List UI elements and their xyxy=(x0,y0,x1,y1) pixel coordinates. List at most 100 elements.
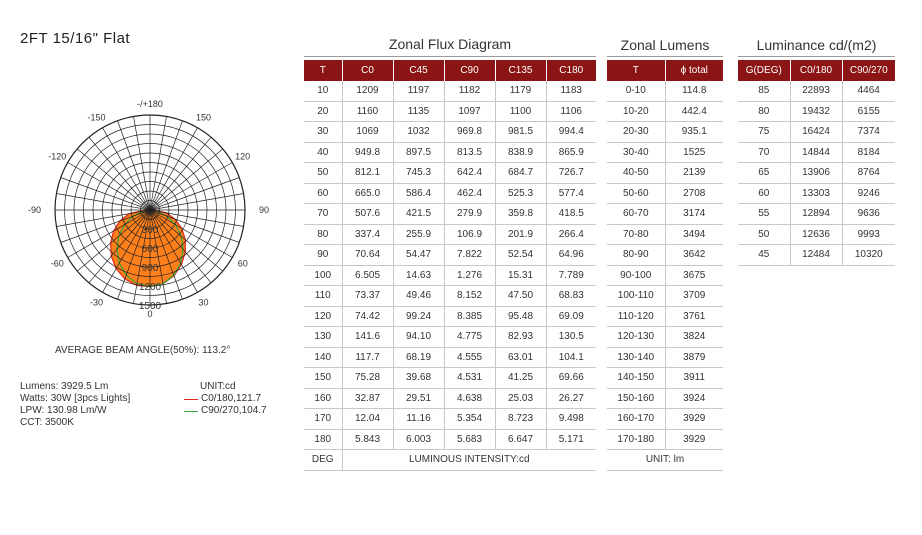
zonal-flux-row: 120 74.42 99.24 8.385 95.48 69.09 xyxy=(304,306,596,327)
zonal-lumens-cell: 2139 xyxy=(664,162,723,184)
luminance-cell: 60 xyxy=(738,183,790,204)
zonal-lumens-cell: 110-120 xyxy=(607,306,665,327)
polar-spoke xyxy=(133,209,151,304)
zonal-flux-table: T C0 C45 C90 C135 C180 10 1209 1197 1182 1179 1183… xyxy=(304,60,596,471)
zonal-flux-cell: 15.31 xyxy=(494,265,546,286)
zonal-flux-header-cell: C45 xyxy=(392,60,444,81)
zonal-flux-row: 130 141.6 94.10 4.775 82.93 130.5 xyxy=(304,326,596,348)
luminance-row: 60 13303 9246 xyxy=(738,183,895,204)
zonal-flux-cell: 1209 xyxy=(341,80,393,102)
zonal-flux-cell: 7.822 xyxy=(443,244,495,266)
luminance-cell: 9993 xyxy=(841,224,895,245)
polar-spoke xyxy=(149,148,224,211)
zonal-flux-cell: 665.0 xyxy=(341,183,393,204)
zonal-flux-row: 20 1160 1135 1097 1100 1106 xyxy=(304,101,596,122)
zonal-lumens-row: 10-20 442.4 xyxy=(607,101,723,122)
legend-swatch-c90 xyxy=(184,410,198,412)
luminance-cell: 9246 xyxy=(841,183,895,204)
angle-label: -90 xyxy=(28,205,41,215)
polar-spoke xyxy=(117,209,151,300)
zonal-flux-row: 90 70.64 54.47 7.822 52.54 64.96 xyxy=(304,244,596,266)
zonal-flux-header-cell: C90 xyxy=(443,60,495,81)
zonal-lumens-cell: 2708 xyxy=(664,183,723,204)
zonal-lumens-cell: 90-100 xyxy=(607,265,665,286)
zonal-flux-cell: 54.47 xyxy=(392,244,444,266)
zonal-lumens-row: 120-130 3824 xyxy=(607,326,723,348)
legend-unit: UNIT:cd xyxy=(200,381,236,392)
zonal-flux-cell: 418.5 xyxy=(545,203,596,225)
polar-spoke xyxy=(149,209,212,284)
polar-spoke xyxy=(76,148,151,211)
zonal-lumens-row: 110-120 3761 xyxy=(607,306,723,327)
zonal-flux-cell: 1182 xyxy=(443,80,495,102)
luminance-cell: 45 xyxy=(738,244,790,266)
luminance-cell: 13906 xyxy=(789,162,842,184)
luminance-cell: 12484 xyxy=(789,244,842,266)
zonal-flux-row: 70 507.6 421.5 279.9 359.8 418.5 xyxy=(304,203,596,225)
ring-label: 1200 xyxy=(139,282,162,293)
zonal-flux-row: 100 6.505 14.63 1.276 15.31 7.789 xyxy=(304,265,596,286)
zonal-flux-row: 10 1209 1197 1182 1179 1183 xyxy=(304,80,596,102)
zonal-lumens-header-cell: ϕ total xyxy=(664,60,723,81)
zonal-lumens-row: 50-60 2708 xyxy=(607,183,723,204)
polar-spoke xyxy=(117,120,151,211)
luminance-header-cell: C90/270 xyxy=(841,60,895,81)
zonal-flux-cell: 4.775 xyxy=(443,326,495,348)
zonal-flux-cell: 130.5 xyxy=(545,326,596,348)
polar-spoke xyxy=(149,209,233,258)
polar-spoke xyxy=(149,209,240,243)
zonal-flux-cell: 90 xyxy=(304,244,342,266)
luminance-cell: 8184 xyxy=(841,142,895,163)
zonal-flux-cell: 49.46 xyxy=(392,285,444,307)
zonal-lumens-cell: 3824 xyxy=(664,326,723,348)
zonal-flux-cell: 73.37 xyxy=(341,285,393,307)
zonal-flux-cell: 1179 xyxy=(494,80,546,102)
zonal-flux-cell: 160 xyxy=(304,388,342,409)
zonal-flux-cell: 1069 xyxy=(341,121,393,143)
luminance-title: Luminance cd/(m2) xyxy=(756,37,877,53)
angle-label: 0 xyxy=(147,309,152,319)
zonal-flux-cell: 69.09 xyxy=(545,306,596,327)
zonal-flux-cell: 64.96 xyxy=(545,244,596,266)
zonal-lumens-cell: 50-60 xyxy=(607,183,665,204)
zonal-flux-cell: 94.10 xyxy=(392,326,444,348)
zonal-flux-cell: 6.003 xyxy=(392,429,444,450)
luminance-cell: 55 xyxy=(738,203,790,225)
zonal-flux-row: 50 812.1 745.3 642.4 684.7 726.7 xyxy=(304,162,596,184)
zonal-lumens-cell: 10-20 xyxy=(607,101,665,122)
luminance-cell: 65 xyxy=(738,162,790,184)
polar-spoke xyxy=(133,116,151,211)
zonal-lumens-cell: 0-10 xyxy=(607,80,665,102)
zonal-flux-cell: 110 xyxy=(304,285,342,307)
zonal-lumens-cell: 114.8 xyxy=(664,80,723,102)
zonal-lumens-cell: 3709 xyxy=(664,285,723,307)
zonal-flux-cell: 7.789 xyxy=(545,265,596,286)
zonal-flux-cell: 30 xyxy=(304,121,342,143)
zonal-flux-cell: 684.7 xyxy=(494,162,546,184)
zonal-flux-cell: 8.723 xyxy=(494,408,546,430)
zonal-flux-cell: 201.9 xyxy=(494,224,546,245)
zonal-lumens-cell: 3494 xyxy=(664,224,723,245)
zonal-lumens-cell: 442.4 xyxy=(664,101,723,122)
zonal-flux-cell: 63.01 xyxy=(494,347,546,368)
luminance-cell: 8764 xyxy=(841,162,895,184)
angle-label: -60 xyxy=(51,259,64,269)
zonal-flux-row: 30 1069 1032 969.8 981.5 994.4 xyxy=(304,121,596,143)
zonal-flux-cell: 180 xyxy=(304,429,342,450)
spec-lpw: LPW: 130.98 Lm/W xyxy=(20,405,107,416)
zonal-flux-cell: 586.4 xyxy=(392,183,444,204)
polar-spoke xyxy=(149,193,244,211)
zonal-lumens-cell: 40-50 xyxy=(607,162,665,184)
zonal-flux-cell: 60 xyxy=(304,183,342,204)
polar-spoke xyxy=(149,162,233,211)
zonal-lumens-row: 170-180 3929 xyxy=(607,429,723,450)
spec-lumens: Lumens: 3929.5 Lm xyxy=(20,381,109,392)
zonal-flux-cell: 32.87 xyxy=(341,388,393,409)
zonal-lumens-cell: 30-40 xyxy=(607,142,665,163)
zonal-flux-cell: 39.68 xyxy=(392,367,444,389)
zonal-flux-cell: 6.647 xyxy=(494,429,546,450)
polar-spoke xyxy=(149,136,212,211)
luminance-cell: 22893 xyxy=(789,80,842,102)
polar-spoke xyxy=(67,162,151,211)
polar-spoke xyxy=(149,209,183,300)
